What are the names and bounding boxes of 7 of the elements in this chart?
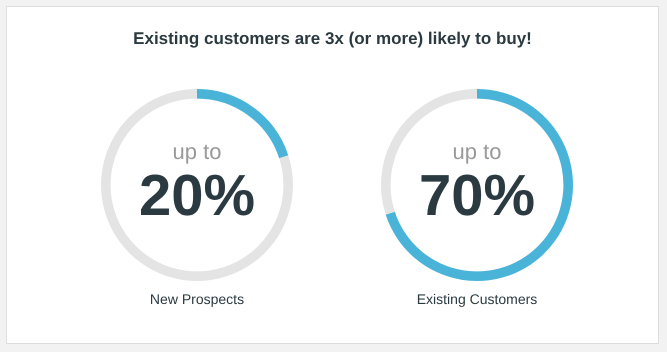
text: up to [172, 139, 222, 164]
text: New Prospects [148, 291, 246, 307]
text: 70% [418, 163, 536, 228]
text: 20% [138, 163, 256, 228]
text: Existing customers are 3x (or more) likely to buy! [132, 29, 533, 49]
text: up to [452, 139, 502, 164]
text: Existing Customers [416, 291, 538, 307]
